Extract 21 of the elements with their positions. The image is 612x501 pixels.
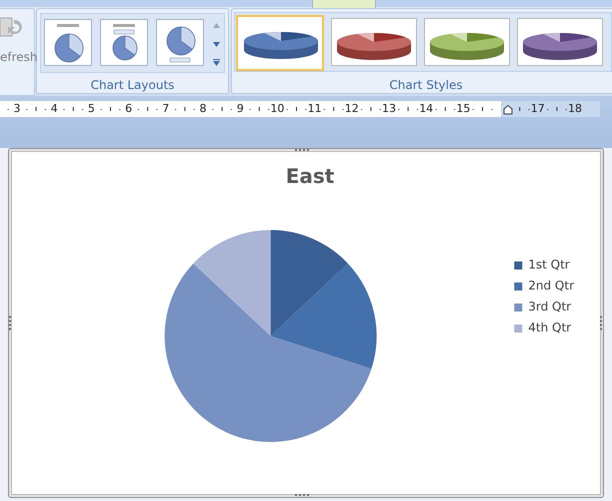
legend-label: 2nd Qtr [528, 278, 574, 293]
text: 7 [161, 102, 170, 116]
text: 8 [198, 102, 208, 116]
text: 17 [530, 102, 546, 116]
legend-label: 1st Qtr [528, 258, 570, 272]
legend-label: 4th Qtr [528, 320, 572, 335]
chart-title: East [286, 164, 335, 188]
text: 14 [418, 102, 434, 116]
text: 4 [50, 102, 59, 116]
text: 10 [269, 102, 286, 116]
toolbar: efresh Chart Layouts Chart Styles [0, 0, 612, 96]
text: 9 [236, 102, 245, 116]
text: 6 [124, 102, 134, 116]
text: 12 [344, 102, 360, 116]
text: 5 [86, 102, 96, 116]
text: 18 [567, 102, 583, 116]
text: 11 [306, 102, 323, 116]
text: 13 [381, 102, 397, 116]
text: 15 [455, 102, 472, 116]
text: 3 [12, 102, 22, 116]
legend-label: 3rd Qtr [528, 300, 572, 314]
